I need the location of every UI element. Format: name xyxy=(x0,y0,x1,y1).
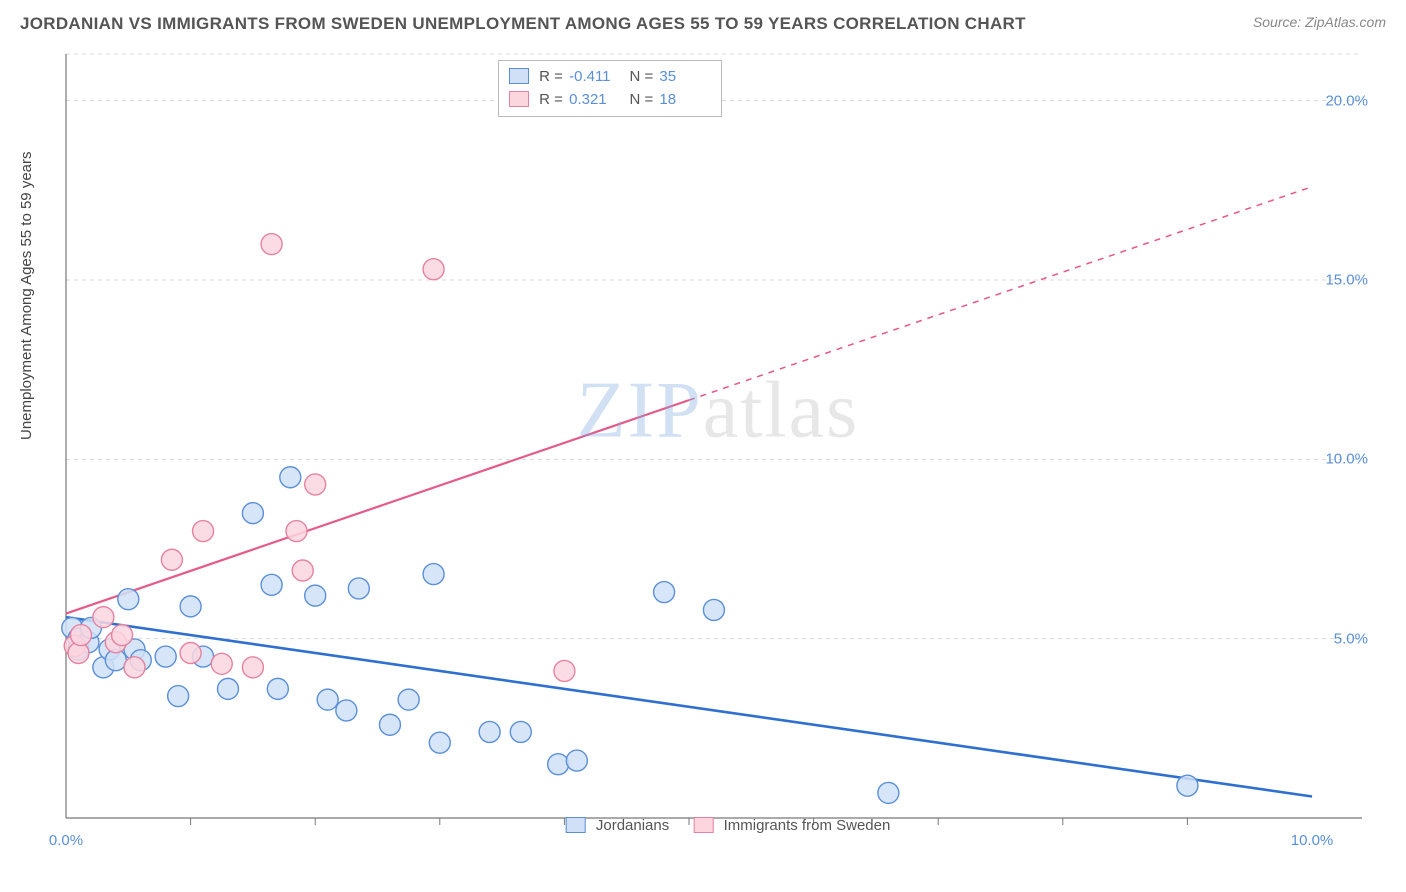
source-label: Source: xyxy=(1253,14,1305,30)
stat-r-label: R = xyxy=(539,91,563,108)
x-tick-label: 10.0% xyxy=(1291,832,1334,849)
source-site: ZipAtlas.com xyxy=(1305,14,1386,30)
stat-r-value-jordanians: -0.411 xyxy=(569,65,621,88)
y-axis-label: Unemployment Among Ages 55 to 59 years xyxy=(18,151,35,440)
stats-row-sweden: R = 0.321 N = 18 xyxy=(509,88,711,111)
legend: Jordanians Immigrants from Sweden xyxy=(546,817,891,834)
stat-n-value-jordanians: 35 xyxy=(659,65,711,88)
stat-r-value-sweden: 0.321 xyxy=(569,88,621,111)
stats-row-jordanians: R = -0.411 N = 35 xyxy=(509,65,711,88)
y-tick-label: 5.0% xyxy=(1334,630,1368,647)
swatch-jordanians xyxy=(509,68,529,84)
scatter-plot xyxy=(58,48,1378,838)
chart-title: JORDANIAN VS IMMIGRANTS FROM SWEDEN UNEM… xyxy=(20,14,1026,34)
legend-swatch-jordanians xyxy=(566,817,586,833)
stat-n-label: N = xyxy=(629,91,653,108)
y-tick-label: 20.0% xyxy=(1325,92,1368,109)
legend-swatch-sweden xyxy=(693,817,713,833)
legend-label-jordanians: Jordanians xyxy=(596,817,669,834)
stat-n-label: N = xyxy=(629,68,653,85)
chart-area: ZIPatlas R = -0.411 N = 35 R = 0.321 N =… xyxy=(58,48,1378,838)
swatch-sweden xyxy=(509,91,529,107)
source-attribution: Source: ZipAtlas.com xyxy=(1253,14,1386,30)
correlation-stats-box: R = -0.411 N = 35 R = 0.321 N = 18 xyxy=(498,60,722,117)
stat-r-label: R = xyxy=(539,68,563,85)
x-tick-label: 0.0% xyxy=(49,832,83,849)
y-tick-label: 15.0% xyxy=(1325,271,1368,288)
y-tick-label: 10.0% xyxy=(1325,451,1368,468)
legend-label-sweden: Immigrants from Sweden xyxy=(724,817,891,834)
stat-n-value-sweden: 18 xyxy=(659,88,711,111)
